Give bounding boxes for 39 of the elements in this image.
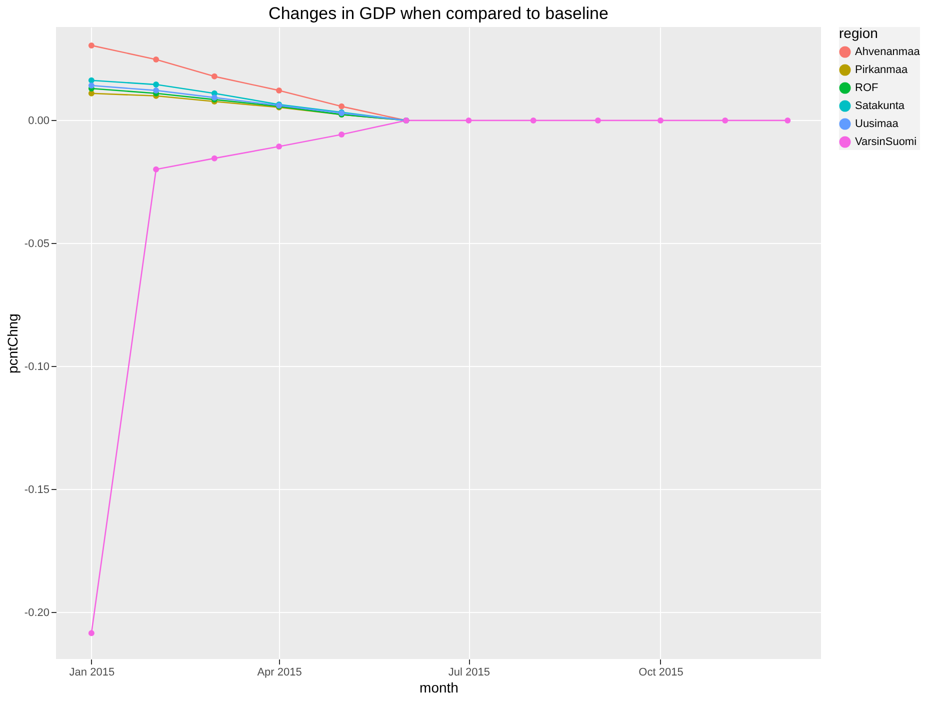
point — [153, 82, 160, 88]
x-tick-label: Apr 2015 — [257, 666, 302, 678]
point — [211, 73, 218, 80]
point — [88, 630, 94, 636]
legend-title: region — [839, 25, 878, 41]
point — [276, 144, 282, 150]
y-tick-label: -0.05 — [24, 238, 50, 250]
point — [338, 131, 345, 138]
y-tick-label: 0.00 — [28, 114, 50, 127]
point — [153, 166, 160, 172]
point — [211, 155, 218, 162]
point — [276, 87, 282, 94]
legend-label: Pirkanmaa — [855, 64, 908, 76]
point — [88, 42, 94, 48]
point — [153, 87, 160, 94]
legend-label: Satakunta — [855, 100, 906, 112]
point — [88, 77, 94, 84]
legend-label: Ahvenanmaa — [855, 46, 921, 58]
y-axis-title: pcntChng — [4, 314, 20, 374]
chart-title: Changes in GDP when compared to baseline — [268, 4, 608, 23]
y-tick-label: -0.15 — [24, 484, 50, 496]
point — [466, 117, 472, 124]
point — [722, 117, 728, 124]
y-tick-label: -0.20 — [24, 606, 50, 619]
point — [530, 117, 536, 124]
point — [657, 117, 664, 124]
x-tick-label: Jul 2015 — [448, 666, 490, 678]
y-tick-label: -0.10 — [24, 360, 50, 373]
x-tick-label: Oct 2015 — [638, 666, 684, 678]
point — [88, 82, 94, 89]
point — [338, 103, 345, 110]
legend-label: VarsinSuomi — [855, 136, 917, 148]
x-axis-title: month — [420, 680, 458, 696]
legend-label: ROF — [855, 82, 878, 94]
point — [594, 117, 601, 124]
point — [784, 117, 791, 124]
x-tick-label: Jan 2015 — [69, 666, 115, 678]
legend-label: Uusimaa — [855, 118, 900, 130]
point — [153, 56, 160, 62]
